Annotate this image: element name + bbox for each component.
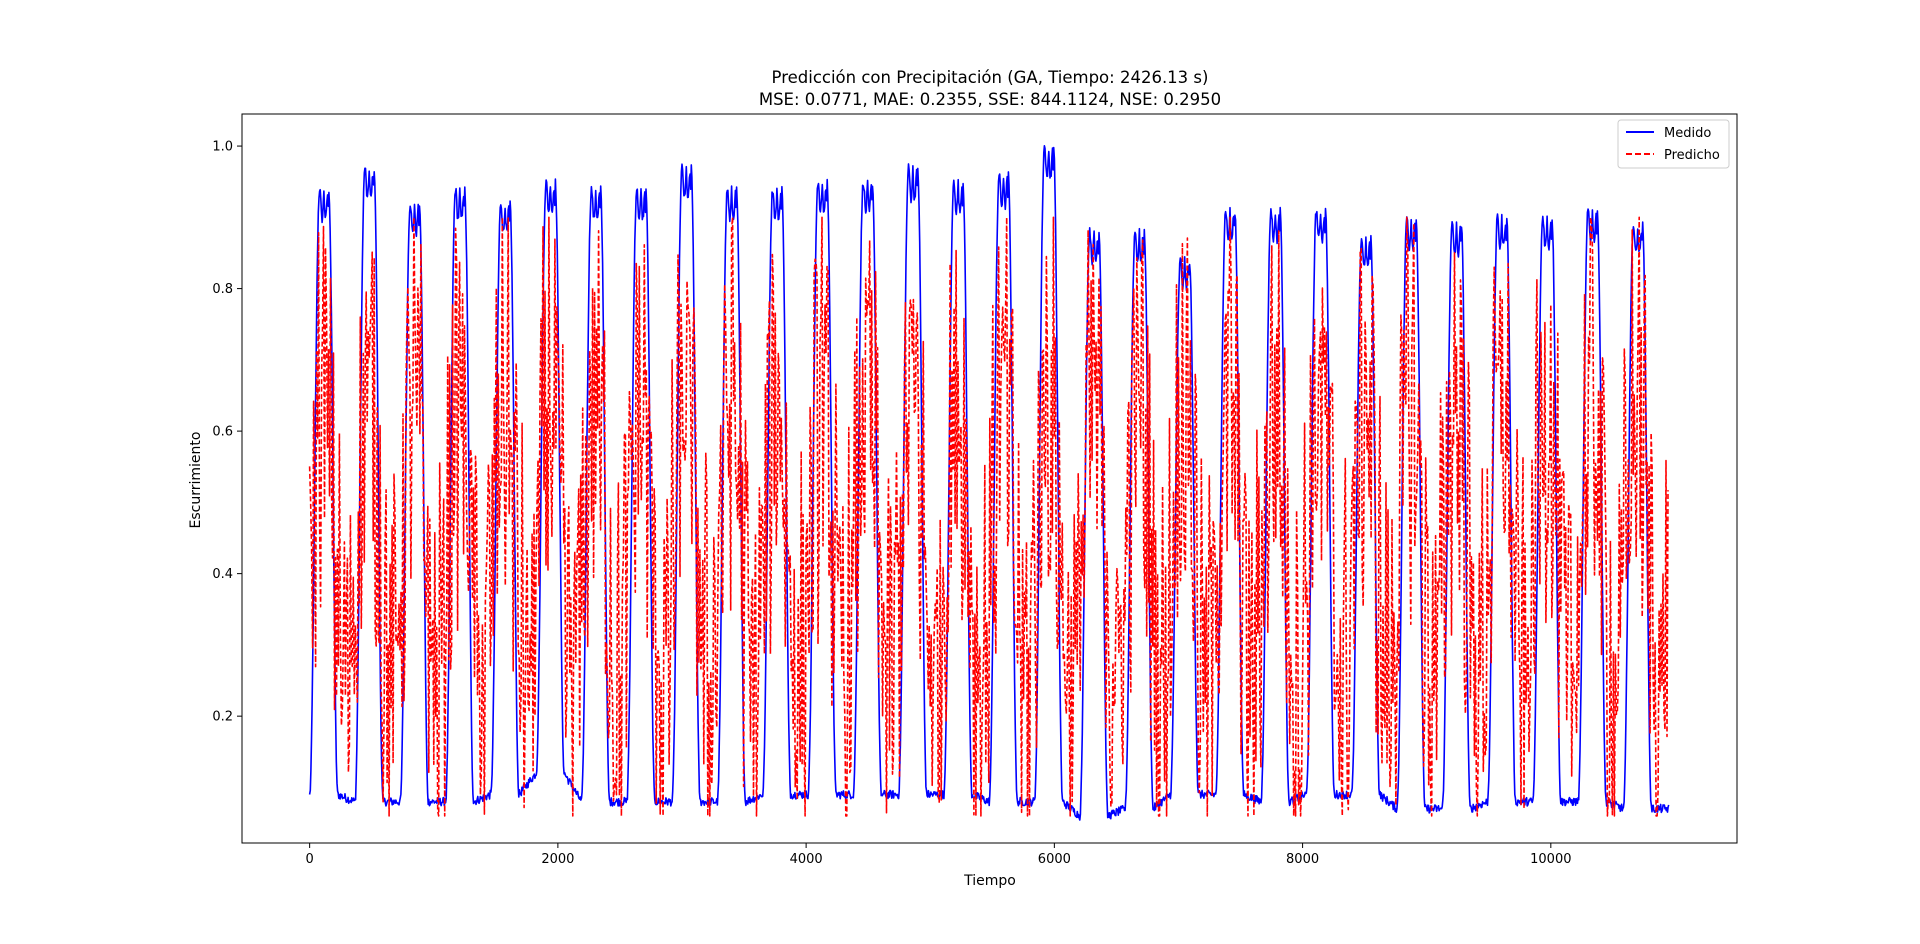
series-line-predicho xyxy=(308,216,1669,817)
x-tick-label: 8000 xyxy=(1286,852,1319,867)
legend-label-predicho: Predicho xyxy=(1664,148,1720,163)
y-tick-label: 0.4 xyxy=(212,567,233,582)
y-tick-label: 0.6 xyxy=(212,425,233,440)
x-tick-label: 2000 xyxy=(541,852,574,867)
x-tick-label: 4000 xyxy=(790,852,823,867)
y-axis-label: Escurrimiento xyxy=(188,432,204,529)
y-tick-label: 0.8 xyxy=(212,282,233,297)
x-tick-label: 6000 xyxy=(1038,852,1071,867)
series-line-medido xyxy=(308,145,1670,821)
y-tick-label: 1.0 xyxy=(212,140,233,155)
y-tick-label: 0.2 xyxy=(212,710,233,725)
series-layer xyxy=(308,145,1670,821)
chart-subtitle: MSE: 0.0771, MAE: 0.2355, SSE: 844.1124,… xyxy=(759,90,1221,109)
x-tick-label: 0 xyxy=(306,852,314,867)
x-tick-label: 10000 xyxy=(1530,852,1571,867)
x-axis-label: Tiempo xyxy=(963,873,1016,889)
plot-frame xyxy=(241,113,1738,844)
y-axis: 0.2 0.4 0.6 0.8 1.0 xyxy=(212,140,242,725)
legend-label-medido: Medido xyxy=(1664,126,1711,141)
legend: Medido Predicho xyxy=(1617,119,1730,169)
x-axis: 0 2000 4000 6000 8000 10000 xyxy=(306,843,1572,867)
chart-title: Predicción con Precipitación (GA, Tiempo… xyxy=(772,68,1209,87)
